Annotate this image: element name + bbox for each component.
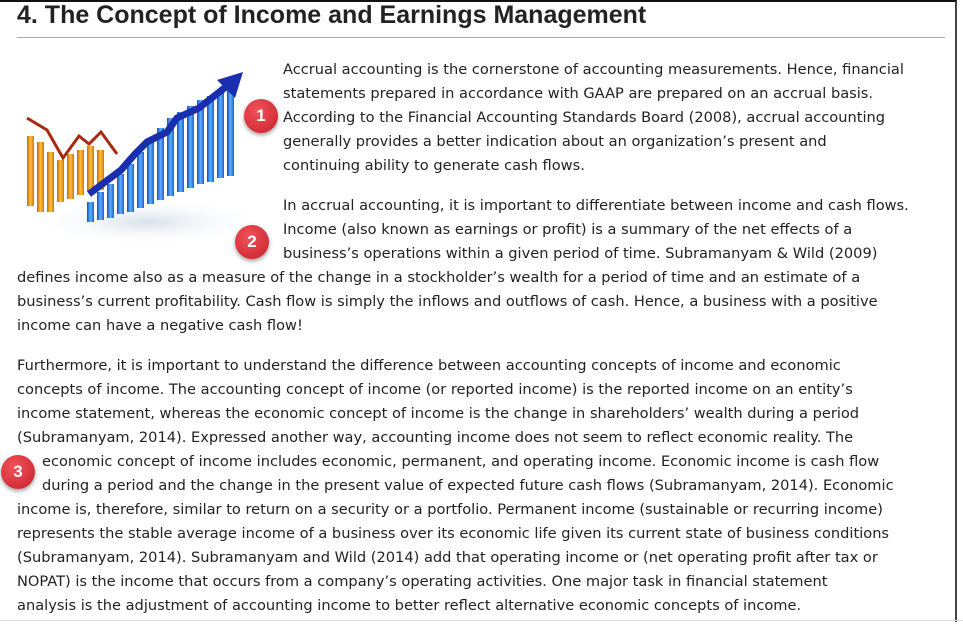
title-divider <box>17 37 945 38</box>
paragraph-1-line: According to the Financial Accounting St… <box>283 109 886 126</box>
paragraph-3-line: NOPAT) is the income that occurs from a … <box>17 573 828 590</box>
paragraph-3-line: economic concept of income includes econ… <box>42 453 880 470</box>
paragraph-3-line: analysis is the adjustment of accounting… <box>17 597 802 614</box>
paragraph-2-line: income can have a negative cash flow! <box>17 317 303 334</box>
annotation-badge-2[interactable]: 2 <box>235 225 269 259</box>
paragraph-3-line: Furthermore, it is important to understa… <box>17 357 841 374</box>
annotation-badge-1[interactable]: 1 <box>244 99 278 133</box>
paragraph-2-line: defines income also as a measure of the … <box>17 269 861 286</box>
bottom-divider <box>0 620 963 621</box>
paragraph-1-line: continuing ability to generate cash flow… <box>283 157 585 174</box>
growth-chart-image <box>17 62 267 246</box>
paragraph-2-line: business’s operations within a given per… <box>283 245 878 262</box>
paragraph-3-line: concepts of income. The accounting conce… <box>17 381 853 398</box>
paragraph-1-line: Accrual accounting is the cornerstone of… <box>283 61 904 78</box>
paragraph-3-line: income statement, whereas the economic c… <box>17 405 860 422</box>
paragraph-2-line: Income (also known as earnings or profit… <box>283 221 853 238</box>
paragraph-2-line: business’s current profitability. Cash f… <box>17 293 878 310</box>
paragraph-3-line: during a period and the change in the pr… <box>42 477 894 494</box>
paragraph-3-line: represents the stable average income of … <box>17 525 890 542</box>
paragraph-1-line: generally provides a better indication a… <box>283 133 827 150</box>
paragraph-3-line: (Subramanyam, 2014). Expressed another w… <box>17 429 854 446</box>
paragraph-1-line: statements prepared in accordance with G… <box>283 85 874 102</box>
paragraph-3-line: income is, therefore, similar to return … <box>17 501 883 518</box>
paragraph-2-line: In accrual accounting, it is important t… <box>283 197 909 214</box>
section-title: 4. The Concept of Income and Earnings Ma… <box>17 1 647 29</box>
paragraph-3-line: (Subramanyam, 2014). Subramanyam and Wil… <box>17 549 878 566</box>
annotation-badge-3[interactable]: 3 <box>1 455 35 489</box>
